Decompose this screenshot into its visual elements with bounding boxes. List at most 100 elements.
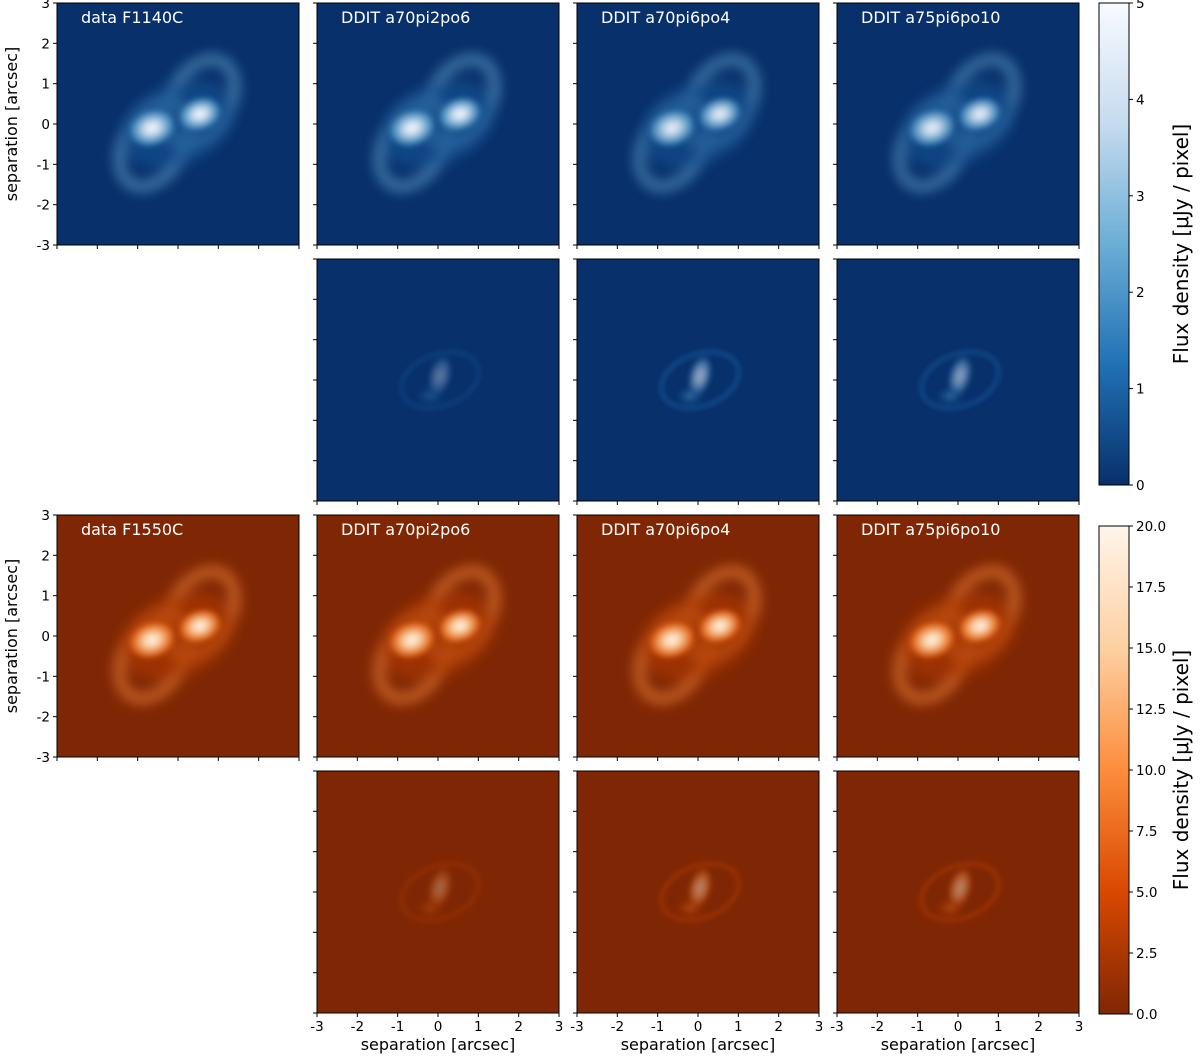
residual-ring: [658, 349, 742, 411]
panel-title: data F1140C: [81, 8, 183, 27]
x-tick-label: 3: [555, 1019, 564, 1035]
axes-layer: -3 -2 -1 0 1 2 3 separation [arcsec] -3 -2 -1 0 1 2 3 s…: [2, 0, 1083, 1054]
colorbar-F1140C: 0 1 2 3 4 5 Flux density [μJy / pixel]: [1098, 0, 1193, 494]
colorbar-tick-label: 0.0: [1136, 1007, 1157, 1023]
y-tick-label: 0: [41, 117, 50, 133]
x-tick-label: -2: [611, 1019, 624, 1035]
colorbar-tick-label: 1: [1136, 382, 1145, 398]
y-tick-label: -1: [37, 669, 50, 685]
x-tick-label: 1: [734, 1019, 743, 1035]
x-tick-label: 2: [1034, 1019, 1043, 1035]
y-tick-label: -3: [37, 238, 50, 254]
colorbar-tick-label: 12.5: [1136, 702, 1166, 718]
x-tick-label: 2: [774, 1019, 783, 1035]
panel-F1140C-5: [576, 258, 820, 502]
colorbar-tick-label: 0: [1136, 478, 1145, 494]
panel-F1550C-3: DDIT a75pi6po10: [836, 514, 1080, 758]
x-tick-label: 0: [694, 1019, 703, 1035]
residual-emission: [918, 349, 1002, 411]
x-tick-label: 1: [474, 1019, 483, 1035]
residual-emission: [398, 861, 482, 923]
panel-title: DDIT a75pi6po10: [861, 520, 1000, 539]
colorbar-tick-label: 10.0: [1136, 763, 1166, 779]
binary-cores: [386, 95, 484, 149]
panel-title: DDIT a75pi6po10: [861, 8, 1000, 27]
residual-knot: [416, 386, 444, 406]
panel-title: DDIT a70pi2po6: [341, 8, 470, 27]
residual-knot: [936, 898, 964, 918]
residual-knot: [676, 386, 704, 406]
y-tick-label: 2: [41, 548, 50, 564]
residual-ring: [398, 861, 482, 923]
core-left: [646, 107, 698, 149]
residual-emission: [658, 349, 742, 411]
residual-ring: [398, 349, 482, 411]
panel-title: DDIT a70pi6po4: [601, 520, 730, 539]
colorbar-gradient: [1098, 2, 1130, 486]
x-tick-label: -1: [651, 1019, 664, 1035]
y-axis-label: separation [arcsec]: [2, 47, 21, 202]
core-right: [956, 95, 1004, 133]
binary-cores: [386, 607, 484, 661]
residual-emission: [398, 349, 482, 411]
x-tick-label: -2: [351, 1019, 364, 1035]
panel-F1140C-6: [836, 258, 1080, 502]
colorbar-gradient: [1098, 525, 1130, 1015]
residual-knot: [416, 898, 444, 918]
y-tick-label: 0: [41, 629, 50, 645]
core-right: [436, 95, 484, 133]
core-right: [956, 607, 1004, 645]
y-tick-label: 3: [41, 508, 50, 524]
core-right: [696, 95, 744, 133]
core-right: [176, 95, 224, 133]
residual-emission: [918, 861, 1002, 923]
y-tick-label: -2: [37, 198, 50, 214]
residual-ring: [658, 861, 742, 923]
core-left: [386, 619, 438, 661]
panel-F1550C-0: data F1550C: [56, 514, 300, 758]
y-tick-label: -1: [37, 157, 50, 173]
x-tick-label: -2: [871, 1019, 884, 1035]
y-tick-label: 3: [41, 0, 50, 12]
colorbar-tick-label: 17.5: [1136, 580, 1166, 596]
panel-F1550C-6: [836, 770, 1080, 1014]
colorbars-layer: 0 1 2 3 4 5 Flux density [μJy / pixel] 0.0 2.5 5.…: [1098, 0, 1193, 1023]
x-axis-label: separation [arcsec]: [621, 1035, 776, 1054]
colorbar-tick-label: 5: [1136, 0, 1145, 12]
panel-F1550C-2: DDIT a70pi6po4: [576, 514, 820, 758]
colorbar-tick-label: 4: [1136, 92, 1145, 108]
colorbar-tick-label: 5.0: [1136, 885, 1157, 901]
x-tick-label: -1: [911, 1019, 924, 1035]
x-tick-label: -3: [830, 1019, 843, 1035]
core-right: [176, 607, 224, 645]
panel-title: DDIT a70pi2po6: [341, 520, 470, 539]
y-tick-label: 1: [41, 589, 50, 605]
residual-knot: [676, 898, 704, 918]
core-left: [906, 619, 958, 661]
y-tick-label: 2: [41, 36, 50, 52]
core-left: [126, 619, 178, 661]
binary-cores: [646, 607, 744, 661]
core-left: [386, 107, 438, 149]
x-tick-label: 3: [1075, 1019, 1084, 1035]
colorbar-tick-label: 15.0: [1136, 641, 1166, 657]
colorbar-F1550C: 0.0 2.5 5.0 7.5 10.0 12.5 15.0 17.5 20.0 Flux den…: [1098, 519, 1193, 1023]
residual-ring: [918, 861, 1002, 923]
core-left: [646, 619, 698, 661]
colorbar-tick-label: 2.5: [1136, 946, 1157, 962]
panel-F1140C-3: DDIT a75pi6po10: [836, 2, 1080, 246]
colorbar-label: Flux density [μJy / pixel]: [1169, 650, 1193, 890]
binary-cores: [646, 95, 744, 149]
x-axis-label: separation [arcsec]: [881, 1035, 1036, 1054]
x-tick-label: 2: [514, 1019, 523, 1035]
colorbar-tick-label: 2: [1136, 285, 1145, 301]
panel-F1140C-4: [316, 258, 560, 502]
colorbar-label: Flux density [μJy / pixel]: [1169, 124, 1193, 364]
panel-title: DDIT a70pi6po4: [601, 8, 730, 27]
binary-cores: [906, 607, 1004, 661]
panel-F1550C-1: DDIT a70pi2po6: [316, 514, 560, 758]
panel-F1550C-5: [576, 770, 820, 1014]
colorbar-tick-label: 20.0: [1136, 519, 1166, 535]
x-tick-label: 0: [954, 1019, 963, 1035]
